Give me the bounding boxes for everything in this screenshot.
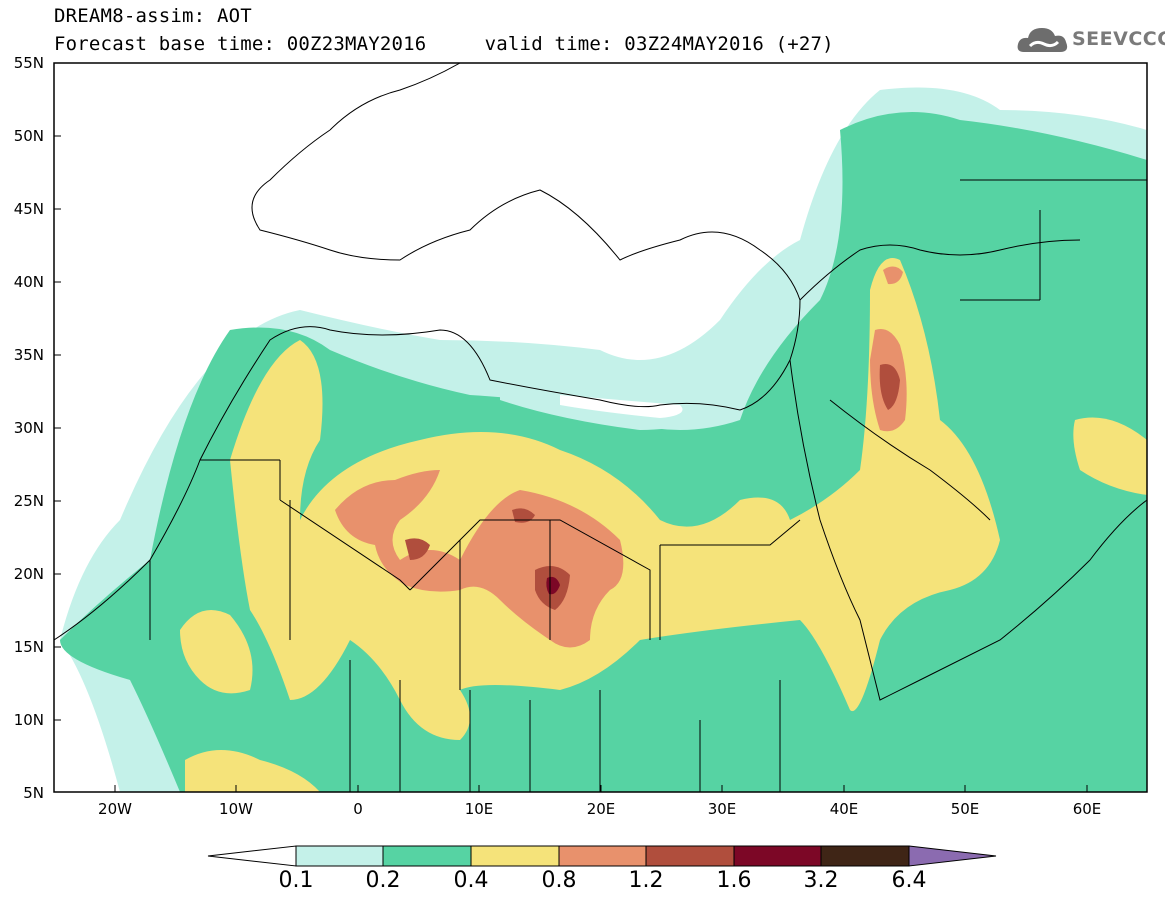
colorbar-label-3.2: 3.2 (803, 868, 839, 893)
aot-level-0.4-west (180, 610, 253, 694)
aot-level-1.2-d (512, 508, 535, 523)
colorbar-label-6.4: 6.4 (891, 868, 927, 893)
aot-level-1.2-c (879, 364, 900, 410)
lon-label-50e: 50E (950, 800, 980, 818)
aot-level-0.4-sw (185, 750, 320, 792)
aot-level-0.8-north (883, 266, 903, 285)
aot-field (60, 87, 1147, 792)
lat-label-40n: 40N (13, 273, 44, 291)
lon-label-10w: 10W (219, 800, 253, 818)
aot-gap-pale (560, 395, 683, 418)
aot-level-1.2 (405, 538, 430, 560)
colorbar-label-1.6: 1.6 (716, 868, 752, 893)
colorbar-high-arrow (908, 845, 997, 867)
lat-label-45n: 45N (13, 200, 44, 218)
map-title: DREAM8-assim: AOT (54, 5, 252, 27)
lat-label-5n: 5N (23, 784, 44, 802)
lat-label-35n: 35N (13, 346, 44, 364)
lon-label-60e: 60E (1072, 800, 1102, 818)
aot-level-0.4-gulf (1073, 417, 1147, 495)
colorbar-label-1.2: 1.2 (628, 868, 664, 893)
lon-label-30e: 30E (707, 800, 737, 818)
lat-label-20n: 20N (13, 565, 44, 583)
lat-label-25n: 25N (13, 492, 44, 510)
lon-label-40e: 40E (829, 800, 859, 818)
map-subtitle: Forecast base time: 00Z23MAY2016 valid t… (54, 33, 834, 55)
lat-label-10n: 10N (13, 711, 44, 729)
colorbar-label-0.4: 0.4 (453, 868, 489, 893)
coastlines (54, 63, 1147, 792)
colorbar-bin-1.6 (733, 845, 822, 867)
colorbar-bin-0.1 (295, 845, 384, 867)
colorbar-bin-1.2 (645, 845, 735, 867)
aot-level-0.4 (230, 258, 1000, 740)
colorbar-low-arrow (207, 845, 297, 867)
logo-text: SEEVCCC (1072, 28, 1165, 50)
lat-label-15n: 15N (13, 638, 44, 656)
lon-label-10e: 10E (464, 800, 494, 818)
seevccc-logo: SEEVCCC (1016, 22, 1165, 58)
colorbar-bin-0.4 (470, 845, 560, 867)
colorbar-bin-3.2 (820, 845, 910, 867)
lon-label-0: 0 (353, 800, 363, 818)
lon-label-20w: 20W (98, 800, 132, 818)
colorbar-label-0.2: 0.2 (365, 868, 401, 893)
colorbar-bin-0.2 (382, 845, 472, 867)
colorbar (207, 845, 997, 867)
lat-label-50n: 50N (13, 127, 44, 145)
lon-label-20e: 20E (586, 800, 616, 818)
lat-label-55n: 55N (13, 54, 44, 72)
colorbar-label-0.8: 0.8 (541, 868, 577, 893)
cloud-icon (1017, 28, 1068, 52)
axis-ticks (54, 62, 1088, 792)
colorbar-bin-0.8 (558, 845, 647, 867)
lat-label-30n: 30N (13, 419, 44, 437)
colorbar-label-0.1: 0.1 (278, 868, 314, 893)
